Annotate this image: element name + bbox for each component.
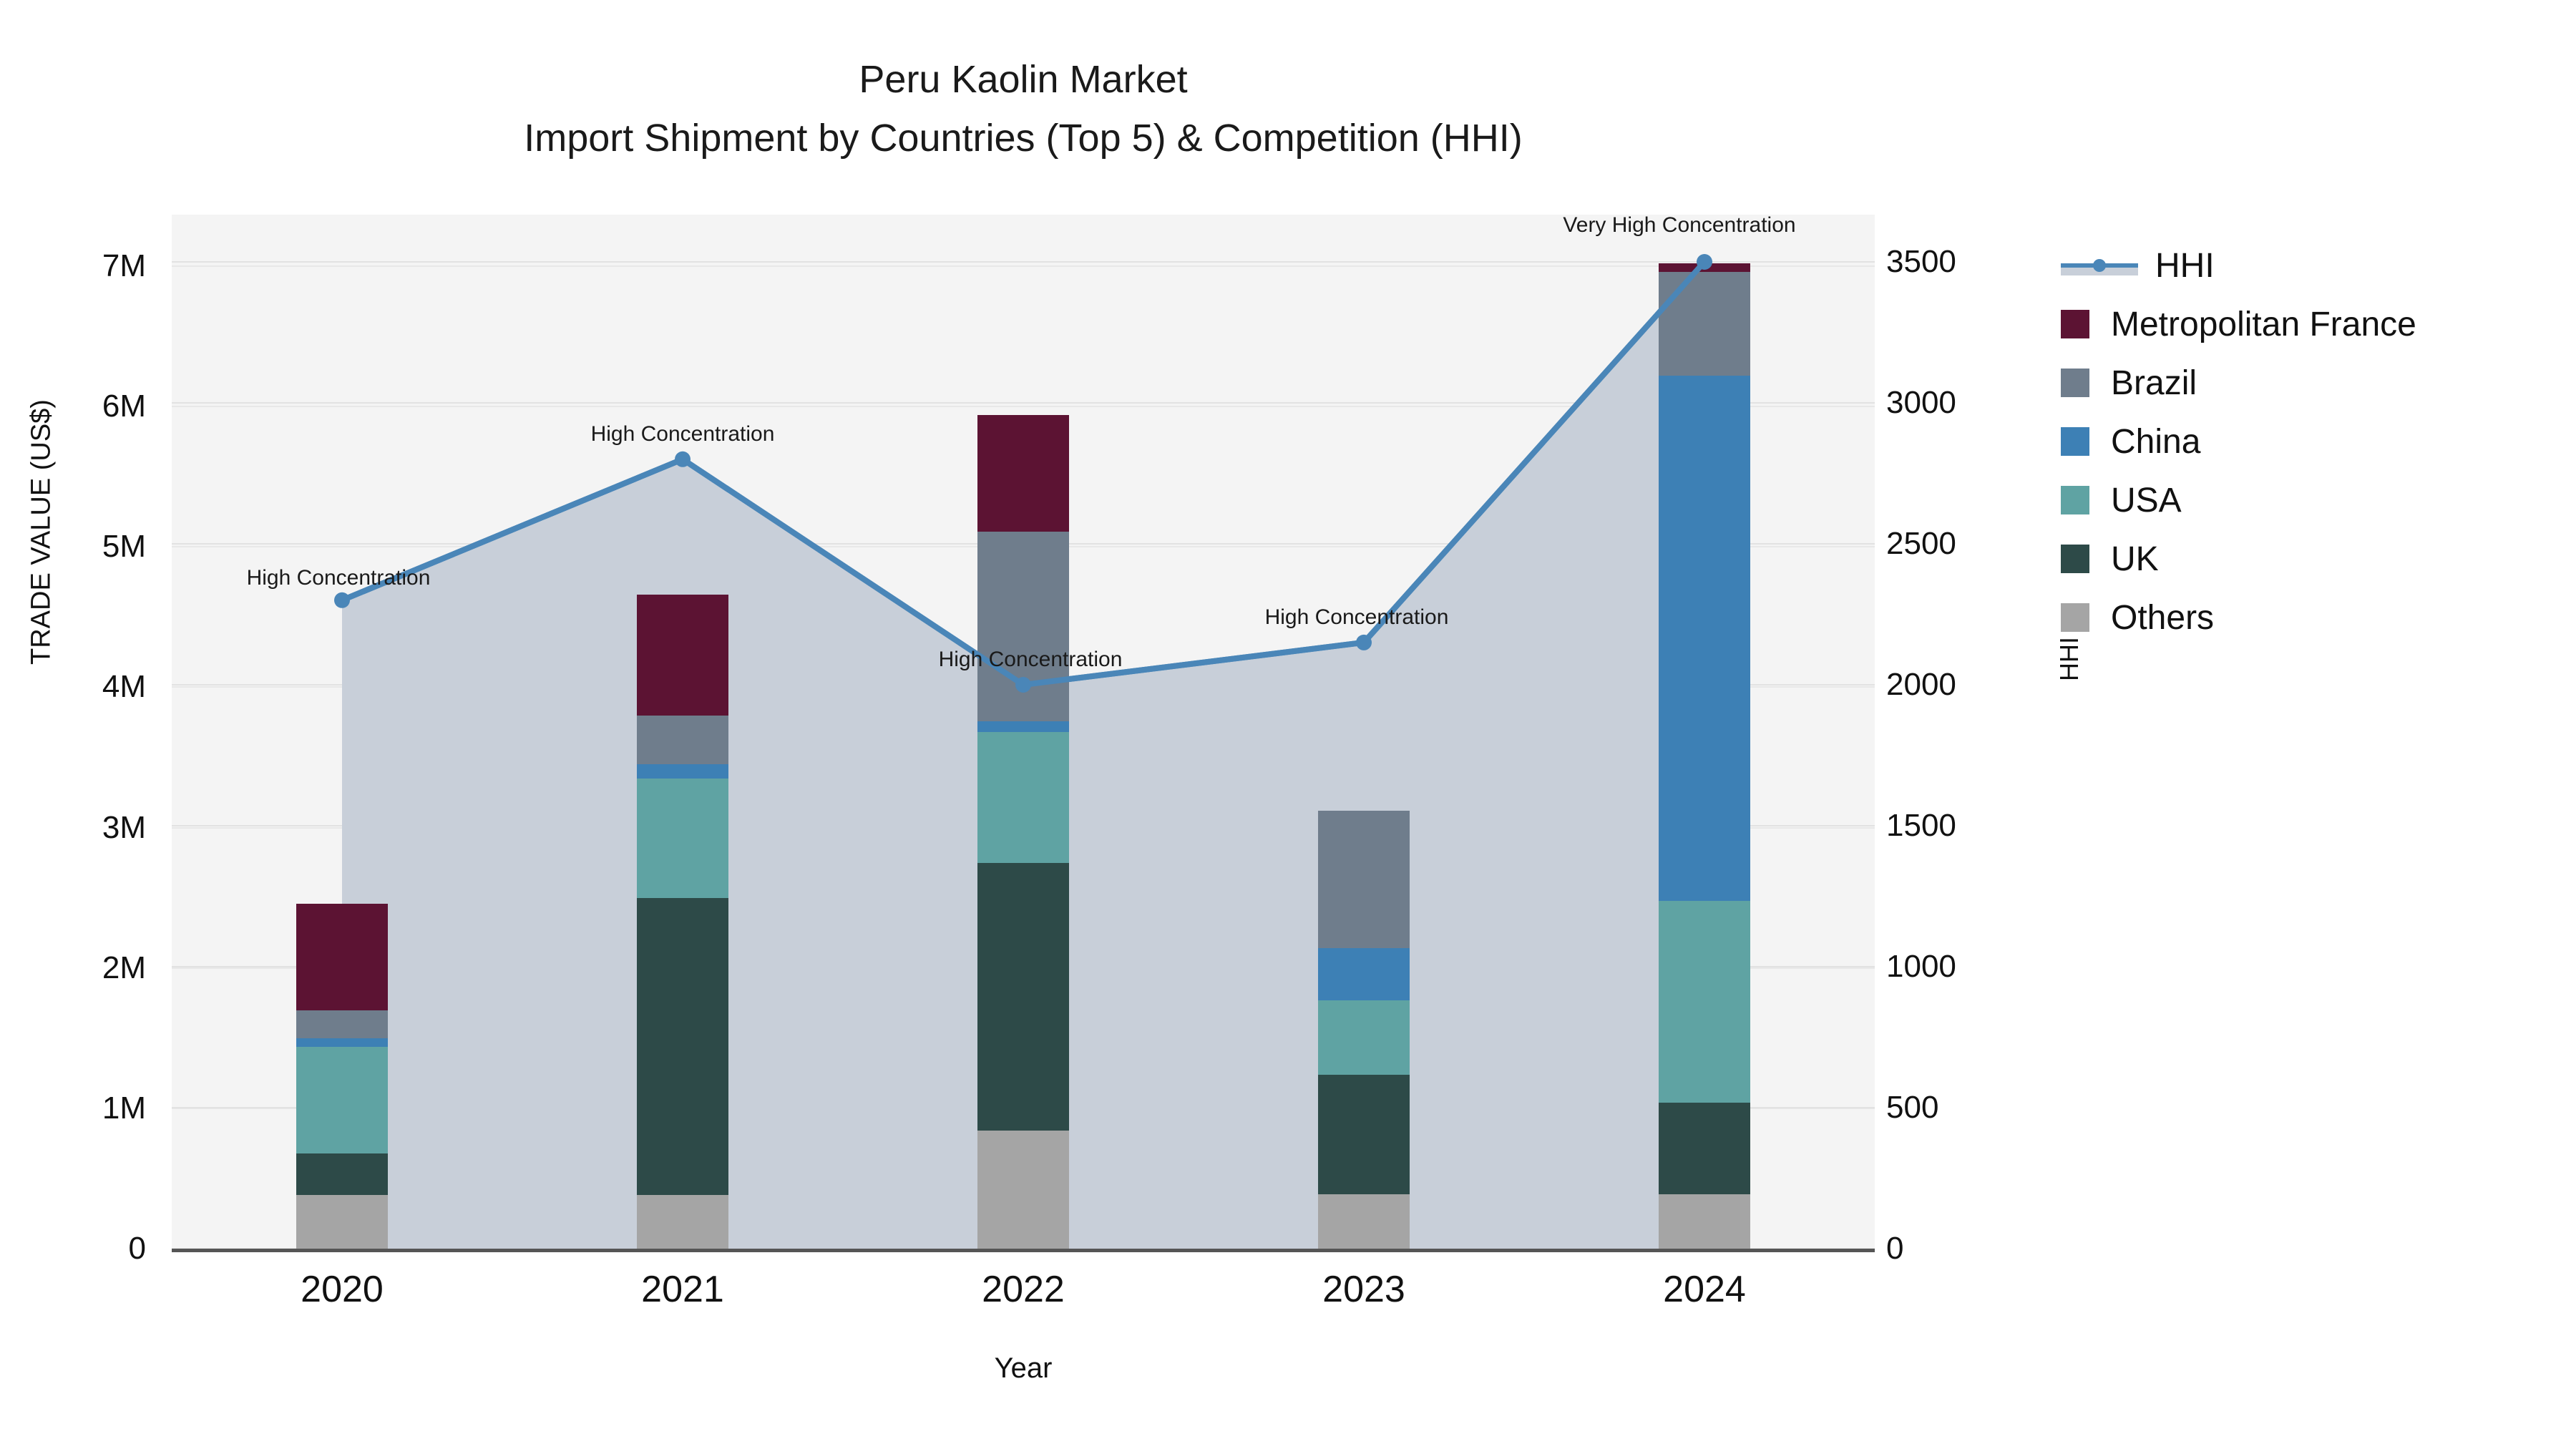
y-tick-left: 0 xyxy=(128,1231,146,1266)
y-tick-left: 1M xyxy=(102,1090,146,1126)
bar-segment[interactable] xyxy=(1318,1074,1410,1194)
legend-item[interactable]: USA xyxy=(2061,471,2562,530)
legend-label: UK xyxy=(2111,540,2159,578)
bar-segment[interactable] xyxy=(637,715,728,765)
legend-color-swatch xyxy=(2061,369,2089,397)
x-tick-label: 2024 xyxy=(1663,1269,1746,1310)
bar-segment[interactable] xyxy=(637,778,728,898)
y-tick-right: 0 xyxy=(1886,1231,1904,1266)
bar-segment[interactable] xyxy=(296,1153,388,1196)
hhi-annotation: High Concentration xyxy=(938,648,1123,671)
y-tick-left: 7M xyxy=(102,248,146,283)
y-tick-right: 500 xyxy=(1886,1090,1939,1125)
bar-segment[interactable] xyxy=(637,1195,728,1249)
chart-title-block: Peru Kaolin Market Import Shipment by Co… xyxy=(0,50,2046,167)
x-axis-label: Year xyxy=(994,1352,1053,1384)
legend-color-swatch xyxy=(2061,545,2089,573)
legend-item[interactable]: Brazil xyxy=(2061,353,2562,412)
y-tick-left: 3M xyxy=(102,809,146,845)
bar-segment[interactable] xyxy=(296,903,388,1010)
bar-segment[interactable] xyxy=(1318,1194,1410,1249)
bar-segment[interactable] xyxy=(1318,1000,1410,1075)
y-tick-right: 2500 xyxy=(1886,526,1956,561)
y-tick-left: 4M xyxy=(102,669,146,705)
y-tick-right: 1500 xyxy=(1886,808,1956,843)
x-tick-label: 2021 xyxy=(641,1269,724,1310)
x-tick-label: 2023 xyxy=(1322,1269,1405,1310)
y-axis-left: 0 1M 2M 3M 4M 5M 6M 7M xyxy=(0,215,156,1266)
bar-segment[interactable] xyxy=(1659,263,1750,272)
y-tick-left: 2M xyxy=(102,950,146,985)
legend-item[interactable]: Metropolitan France xyxy=(2061,295,2562,353)
plot-area xyxy=(172,215,1875,1249)
legend-color-swatch xyxy=(2061,427,2089,456)
y-tick-right: 2000 xyxy=(1886,667,1956,702)
legend-item[interactable]: UK xyxy=(2061,530,2562,588)
hhi-annotation: Very High Concentration xyxy=(1563,213,1796,237)
bar-segment[interactable] xyxy=(296,1046,388,1153)
hhi-annotation: High Concentration xyxy=(246,565,431,590)
bar-segment[interactable] xyxy=(977,862,1069,1131)
y-tick-left: 6M xyxy=(102,389,146,424)
bar-segment[interactable] xyxy=(1659,1194,1750,1249)
legend-label: Brazil xyxy=(2111,364,2197,402)
x-axis-line xyxy=(172,1249,1875,1252)
hhi-annotation: High Concentration xyxy=(590,421,775,446)
chart-legend: HHI Metropolitan France Brazil China USA UK Ot… xyxy=(2061,236,2562,647)
y-tick-right: 1000 xyxy=(1886,949,1956,984)
y-tick-right: 3000 xyxy=(1886,385,1956,420)
y-axis-right: 0 500 1000 1500 2000 2500 3000 3500 xyxy=(1886,215,2051,1266)
legend-item[interactable]: HHI xyxy=(2061,236,2562,295)
bar-segment[interactable] xyxy=(1318,948,1410,1000)
legend-label: HHI xyxy=(2155,246,2215,285)
bar-segment[interactable] xyxy=(977,721,1069,733)
legend-label: China xyxy=(2111,422,2201,461)
y-tick-left: 5M xyxy=(102,529,146,565)
bar-segment[interactable] xyxy=(296,1038,388,1047)
bar-segment[interactable] xyxy=(977,732,1069,863)
bar-segment[interactable] xyxy=(637,764,728,779)
bar-segment[interactable] xyxy=(1659,900,1750,1103)
bar-segment[interactable] xyxy=(296,1195,388,1249)
bar-segment[interactable] xyxy=(1659,376,1750,901)
legend-label: USA xyxy=(2111,481,2182,519)
x-tick-label: 2022 xyxy=(982,1269,1065,1310)
legend-line-swatch xyxy=(2061,251,2138,280)
hhi-annotation: High Concentration xyxy=(1264,605,1449,629)
bar-segment[interactable] xyxy=(977,1131,1069,1249)
y-axis-left-label: TRADE VALUE (US$) xyxy=(26,399,57,665)
bar-segment[interactable] xyxy=(1659,271,1750,376)
bar-segment[interactable] xyxy=(637,595,728,716)
legend-color-swatch xyxy=(2061,603,2089,632)
legend-color-swatch xyxy=(2061,486,2089,514)
chart-title: Peru Kaolin Market xyxy=(859,58,1188,101)
legend-label: Others xyxy=(2111,598,2215,637)
legend-item[interactable]: China xyxy=(2061,412,2562,471)
legend-label: Metropolitan France xyxy=(2111,305,2416,343)
y-tick-right: 3500 xyxy=(1886,244,1956,279)
legend-color-swatch xyxy=(2061,310,2089,338)
bar-segment[interactable] xyxy=(977,531,1069,721)
legend-item[interactable]: Others xyxy=(2061,588,2562,647)
bar-segment[interactable] xyxy=(1659,1103,1750,1194)
bar-segment[interactable] xyxy=(296,1010,388,1038)
x-tick-label: 2020 xyxy=(301,1269,384,1310)
bar-segment[interactable] xyxy=(637,897,728,1196)
bar-segment[interactable] xyxy=(977,414,1069,532)
chart-subtitle: Import Shipment by Countries (Top 5) & C… xyxy=(524,117,1523,160)
bar-segment[interactable] xyxy=(1318,811,1410,949)
